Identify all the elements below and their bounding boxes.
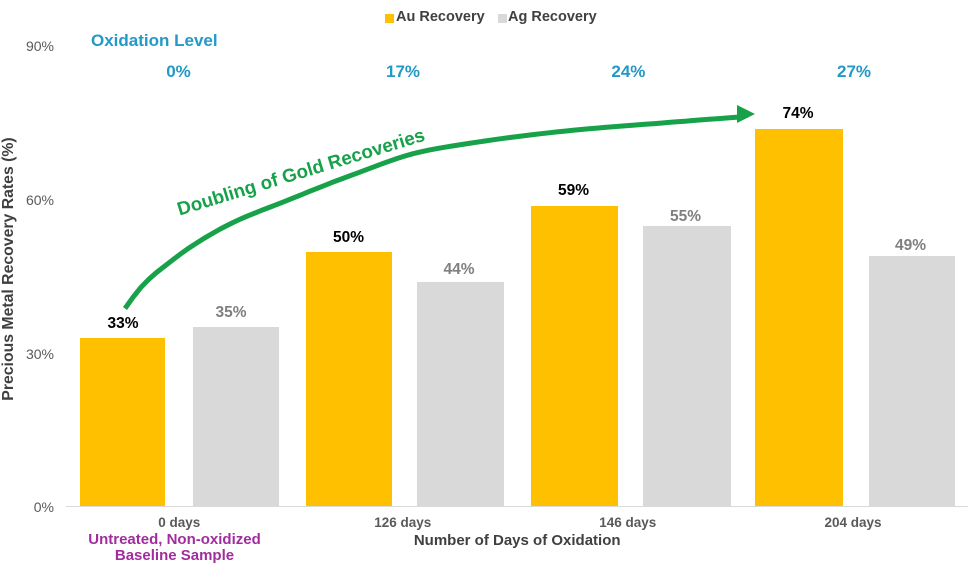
svg-text:Doubling of Gold Recoveries: Doubling of Gold Recoveries	[175, 124, 428, 219]
